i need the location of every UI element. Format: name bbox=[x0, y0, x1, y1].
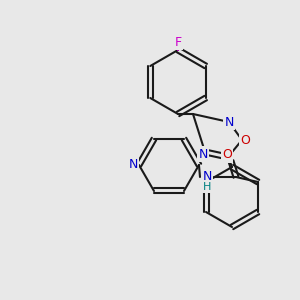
Text: F: F bbox=[174, 35, 182, 49]
Text: N: N bbox=[224, 116, 234, 128]
Text: N: N bbox=[198, 148, 208, 160]
Text: N: N bbox=[202, 170, 212, 184]
Text: N: N bbox=[128, 158, 138, 172]
Text: O: O bbox=[240, 134, 250, 146]
Text: O: O bbox=[222, 148, 232, 161]
Text: H: H bbox=[203, 182, 211, 192]
